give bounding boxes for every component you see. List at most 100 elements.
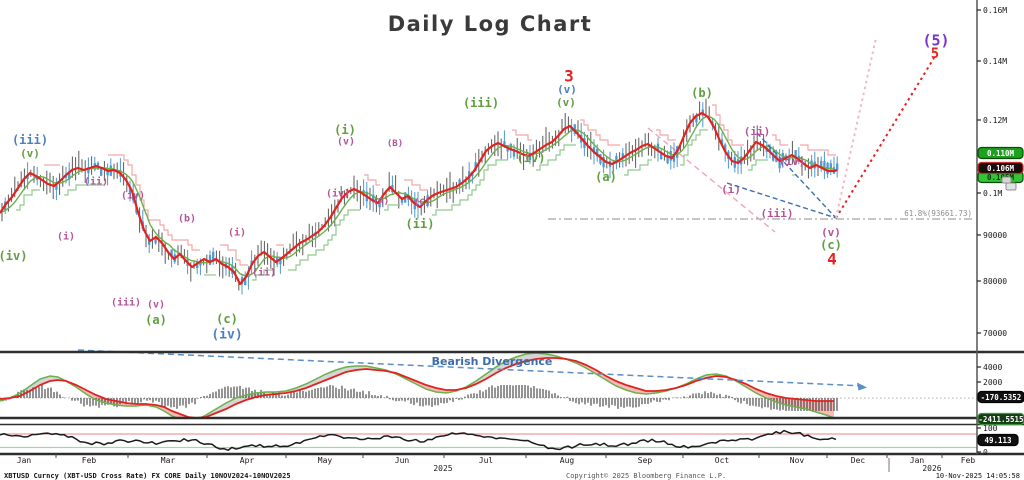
- oscillator-panel: [0, 429, 977, 451]
- month-label: Feb: [82, 456, 97, 465]
- wave-label: (v): [557, 83, 577, 96]
- wave-label: (v): [20, 147, 40, 160]
- month-label: Mar: [161, 456, 176, 465]
- bearish-divergence: Bearish Divergence: [77, 349, 867, 391]
- wave-label: (ii): [406, 217, 435, 231]
- svg-text:80000: 80000: [983, 277, 1007, 286]
- svg-text:0.105M: 0.105M: [987, 173, 1015, 182]
- svg-text:-170.5352: -170.5352: [981, 393, 1022, 402]
- wave-label: (a): [145, 313, 167, 327]
- svg-text:49.113: 49.113: [984, 436, 1012, 445]
- wave-label: (ii): [744, 125, 771, 138]
- month-label: Jan: [17, 456, 32, 465]
- wave-label: 4: [827, 250, 837, 269]
- month-label: Feb: [961, 456, 976, 465]
- macd-line: [0, 353, 834, 417]
- svg-text:0.1M: 0.1M: [983, 189, 1002, 198]
- svg-text:Bearish Divergence: Bearish Divergence: [432, 355, 553, 368]
- svg-text:2000: 2000: [983, 378, 1002, 387]
- wave-label: (iii): [111, 297, 141, 309]
- wave-label: (iii): [12, 133, 48, 147]
- svg-text:90000: 90000: [983, 231, 1007, 240]
- wave-label: (i): [721, 183, 741, 196]
- wave-label: (B): [387, 139, 403, 149]
- trailing-stop-lines: [16, 104, 836, 281]
- wave-label: (A): [373, 197, 389, 207]
- month-label: Sep: [638, 456, 653, 465]
- price-badge: 49.113: [977, 433, 1019, 447]
- wave-label: (v): [556, 96, 576, 109]
- copyright-text: Copyright© 2025 Bloomberg Finance L.P.: [566, 472, 727, 480]
- wave-label: (v): [147, 300, 165, 311]
- wave-label: (iv): [517, 151, 546, 165]
- price-badge: -170.5352: [977, 390, 1024, 404]
- wave-label: 3: [564, 67, 574, 86]
- price-badge: -2411.5515: [977, 412, 1024, 426]
- price-axis: 0.16M 0.14M 0.12M 0.1M 90000 80000 70000 4000 20…: [977, 6, 1007, 457]
- macd-signal-line: [0, 357, 834, 417]
- wave-label: (v): [337, 137, 355, 148]
- annotation-lines: [726, 37, 935, 219]
- month-label: Jun: [395, 456, 410, 465]
- month-label: Nov: [790, 456, 805, 465]
- svg-text:61.8%(93661.73): 61.8%(93661.73): [904, 209, 972, 218]
- wave-label: (c): [820, 238, 842, 252]
- svg-text:0: 0: [983, 448, 988, 457]
- main-price-panel: 61.8%(93661.73): [0, 37, 975, 295]
- wave-label: (iv): [121, 190, 145, 202]
- wave-label: (iv): [779, 155, 806, 168]
- wave-label: 5: [931, 46, 939, 62]
- svg-text:-2411.5515: -2411.5515: [978, 415, 1023, 424]
- month-label: Jul: [479, 456, 494, 465]
- timestamp: 10-Nov-2025 14:05:58: [935, 472, 1020, 480]
- svg-text:0.12M: 0.12M: [983, 116, 1007, 125]
- elliott-wave-labels: (iii)(v)(ii)(iv)(i)(iv)(iii)(v)(a)(b)(i)…: [0, 31, 950, 342]
- wave-label: (i): [334, 123, 356, 137]
- wave-label: (ii): [252, 267, 276, 279]
- svg-text:0.14M: 0.14M: [983, 57, 1007, 66]
- wave-label: (i): [228, 227, 246, 239]
- green-ma-line: [0, 115, 838, 278]
- wave-label: (i): [57, 231, 75, 243]
- chart-title: Daily Log Chart: [0, 12, 980, 36]
- wave-label: (iv): [211, 328, 242, 343]
- price-badge: 0.106M: [977, 161, 1024, 175]
- price-badge: 0.110M: [977, 146, 1024, 160]
- month-label: Aug: [560, 456, 575, 465]
- year-label: 2026: [922, 464, 941, 473]
- overlap-flag-icon: [1001, 176, 1017, 191]
- macd-panel: [0, 353, 977, 417]
- svg-text:0.110M: 0.110M: [987, 149, 1015, 158]
- month-label: Oct: [715, 456, 730, 465]
- wave-label: (iv): [326, 188, 350, 200]
- wave-label: (5): [922, 31, 949, 49]
- wave-label: (b): [178, 214, 196, 225]
- wave-label: (iii): [463, 96, 499, 110]
- year-label: 2025: [433, 464, 452, 473]
- wave-label: (C): [414, 198, 430, 208]
- svg-text:0.106M: 0.106M: [987, 164, 1015, 173]
- wave-label: (iii): [760, 207, 793, 220]
- macd-histogram: [2, 385, 838, 411]
- month-label: May: [318, 456, 333, 465]
- wave-label: (b): [691, 86, 713, 100]
- svg-text:0.16M: 0.16M: [983, 6, 1007, 15]
- month-label: Dec: [851, 456, 866, 465]
- svg-text:100: 100: [983, 424, 998, 433]
- instrument-descriptor: XBTUSD Curncy (XBT-USD Cross Rate) FX CO…: [4, 472, 291, 480]
- month-label: Jan: [910, 456, 925, 465]
- svg-text:70000: 70000: [983, 329, 1007, 338]
- chart-plot-area[interactable]: [0, 0, 977, 454]
- wave-label: (v): [821, 226, 841, 239]
- panel-borders: [0, 0, 1024, 456]
- wave-label: (c): [216, 312, 238, 326]
- svg-text:4000: 4000: [983, 363, 1002, 372]
- month-label: Apr: [240, 456, 255, 465]
- time-axis: Jan Feb Mar Apr May Jun Jul Aug Sep Oct Nov Dec Jan F…: [17, 454, 976, 473]
- wave-label: (a): [595, 170, 617, 184]
- wave-label: (iv): [0, 249, 27, 263]
- wave-label: (ii): [84, 176, 108, 188]
- oscillator-line: [0, 429, 837, 451]
